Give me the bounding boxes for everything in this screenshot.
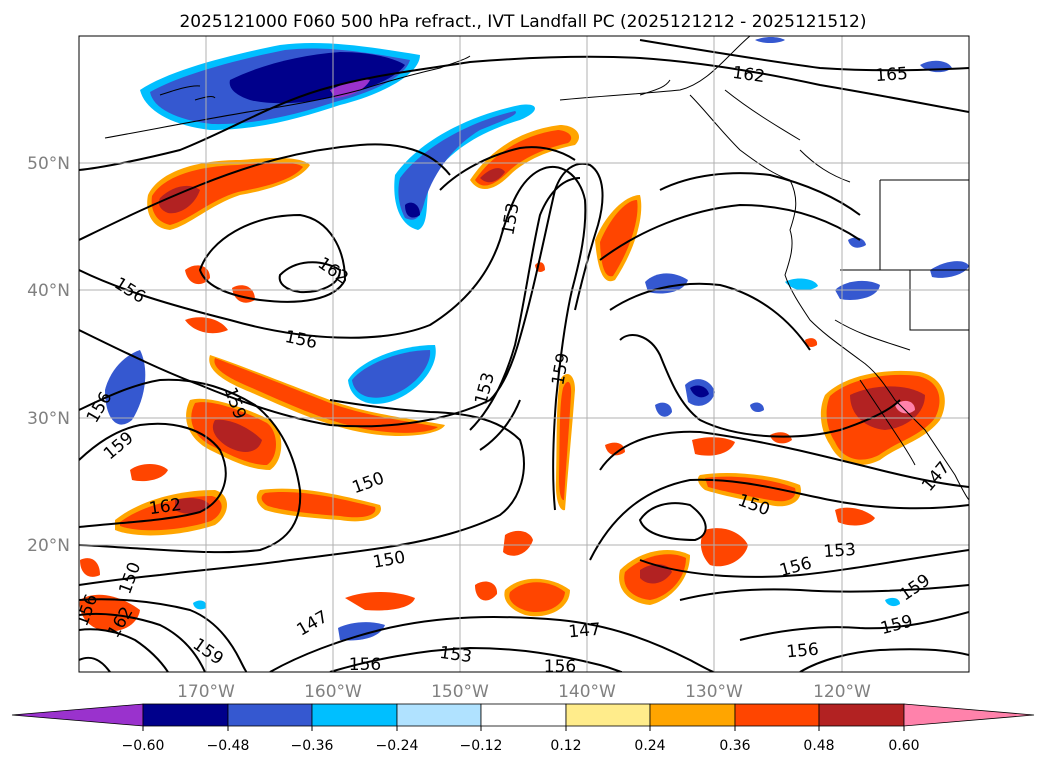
contour-label: 147 xyxy=(568,620,602,643)
contour-label: 165 xyxy=(875,64,909,86)
lat-label: 40°N xyxy=(27,281,70,301)
contour-label: 156 xyxy=(786,640,820,663)
lat-label: 50°N xyxy=(27,154,70,174)
map-title: 2025121000 F060 500 hPa refract., IVT La… xyxy=(179,12,866,32)
colorbar-tick-label: −0.36 xyxy=(291,738,334,754)
lon-label: 130°W xyxy=(685,682,743,702)
lat-label: 20°N xyxy=(27,536,70,556)
colorbar-tick-label: −0.12 xyxy=(460,738,503,754)
lon-label: 160°W xyxy=(304,682,362,702)
contour-label: 156 xyxy=(544,657,576,677)
lon-label: 170°W xyxy=(177,682,235,702)
latitude-labels: 50°N 40°N 30°N 20°N xyxy=(27,154,70,556)
colorbar xyxy=(11,703,1035,727)
lon-label: 140°W xyxy=(558,682,616,702)
contour-label: 153 xyxy=(823,540,857,562)
colorbar-bin xyxy=(480,703,567,727)
lon-label: 120°W xyxy=(813,682,871,702)
graticule xyxy=(79,36,969,672)
colorbar-bin xyxy=(565,703,651,727)
map-area: 162 165 153 162 156 156 159 153 159 156 … xyxy=(79,36,969,677)
colorbar-ticks xyxy=(142,726,905,731)
contour-label: 153 xyxy=(438,643,473,667)
longitude-labels: 170°W 160°W 150°W 140°W 130°W 120°W xyxy=(177,682,871,702)
contour-label: 156 xyxy=(349,655,381,675)
refractivity-contours xyxy=(79,39,969,672)
lon-label: 150°W xyxy=(431,682,489,702)
colorbar-tick-label: 0.60 xyxy=(888,738,919,754)
colorbar-bin xyxy=(818,703,905,727)
contour-label: 162 xyxy=(148,495,183,519)
colorbar-tick-label: 0.12 xyxy=(550,738,581,754)
colorbar-tick-labels: −0.60 −0.48 −0.36 −0.24 −0.12 0.12 0.24 … xyxy=(122,738,920,754)
colorbar-tick-label: 0.24 xyxy=(634,738,665,754)
colorbar-bin xyxy=(649,703,736,727)
negative-shading xyxy=(105,37,969,641)
colorbar-bin xyxy=(734,703,820,727)
colorbar-tick-label: −0.48 xyxy=(207,738,250,754)
colorbar-tick-label: 0.48 xyxy=(803,738,834,754)
colorbar-extend-high xyxy=(903,703,1035,727)
colorbar-tick-label: 0.36 xyxy=(719,738,750,754)
colorbar-bin xyxy=(396,703,482,727)
colorbar-extend-low xyxy=(11,703,144,727)
map-frame xyxy=(78,35,970,673)
colorbar-bin xyxy=(311,703,398,727)
lat-label: 30°N xyxy=(27,409,70,429)
colorbar-bin xyxy=(142,703,229,727)
contour-label: 162 xyxy=(731,63,766,87)
colorbar-tick-label: −0.24 xyxy=(376,738,419,754)
colorbar-tick-label: −0.60 xyxy=(122,738,165,754)
colorbar-bin xyxy=(227,703,313,727)
